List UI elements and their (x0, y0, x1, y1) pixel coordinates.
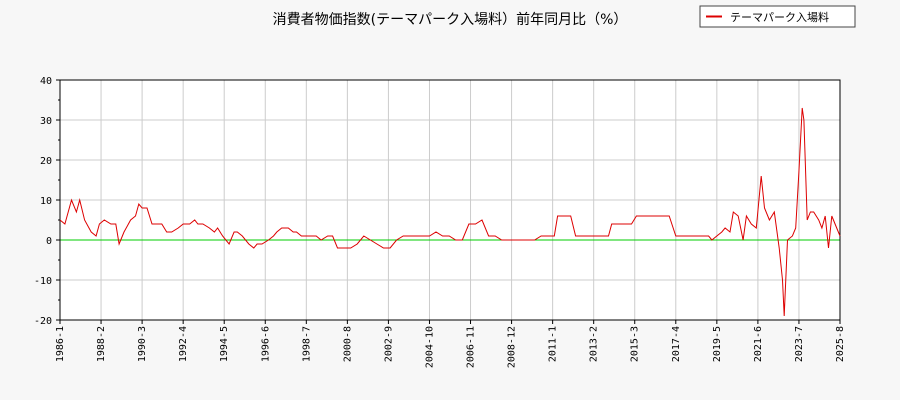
y-tick-label: 40 (40, 76, 52, 87)
x-tick-label: 2000-8 (342, 326, 353, 362)
x-tick-label: 2008-12 (507, 326, 518, 368)
x-tick-label: 1990-3 (137, 326, 148, 362)
x-tick-label: 2011-1 (548, 326, 559, 362)
x-tick-label: 2025-8 (835, 326, 846, 362)
x-tick-label: 2002-9 (383, 326, 394, 362)
plot-area: 1986-1 1988-2 1990-3 1992-4 1994-5 1996-6 1998… (34, 76, 846, 368)
y-tick-label: 0 (46, 236, 52, 247)
series-line (59, 107, 841, 317)
x-tick-label: 1986-1 (55, 326, 66, 362)
y-tick-label: 10 (40, 196, 52, 207)
x-tick-label: 2021-6 (753, 326, 764, 362)
x-tick-label: 1992-4 (178, 326, 189, 362)
x-tick-label: 2004-10 (424, 326, 435, 368)
y-tick-label: -10 (34, 276, 52, 287)
legend-box (699, 5, 856, 28)
x-tick-label: 1998-7 (301, 326, 312, 362)
x-tick-label: 2006-11 (466, 326, 477, 368)
x-tick-label: 1994-5 (219, 326, 230, 362)
y-tick-label: 30 (40, 116, 52, 127)
legend: テーマパーク入場料 (699, 5, 856, 28)
x-tick-label: 2015-3 (630, 326, 641, 362)
legend-label: テーマパーク入場料 (730, 10, 829, 24)
x-tick-label: 2013-2 (589, 326, 600, 362)
x-tick-label: 1988-2 (96, 326, 107, 362)
plot-frame (59, 79, 841, 321)
x-tick-label: 2023-7 (794, 326, 805, 362)
y-tick-label: 20 (40, 156, 52, 167)
x-tick-label: 1996-6 (260, 326, 271, 362)
x-tick-label: 2017-4 (671, 326, 682, 362)
x-tick-label: 2019-5 (712, 326, 723, 362)
y-tick-label: -20 (34, 316, 52, 327)
chart-title: 消費者物価指数(テーマパーク入場料）前年同月比（%） (273, 11, 628, 28)
